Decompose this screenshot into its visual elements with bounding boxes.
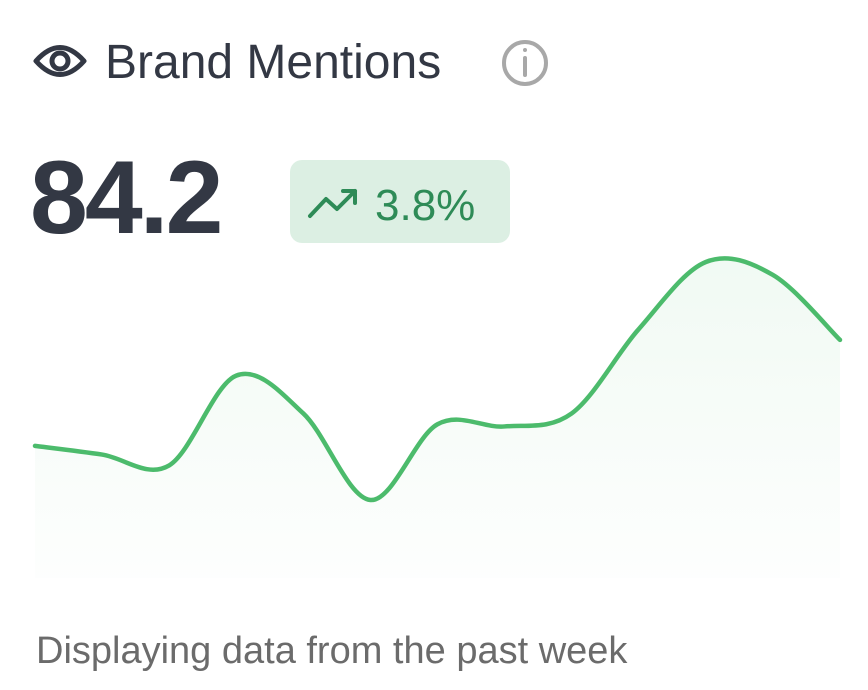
sparkline [32,256,843,578]
sparkline-line [32,256,843,503]
change-badge [290,160,510,243]
info-icon[interactable] [502,40,548,86]
eye-icon [33,45,87,77]
trend-up-icon [308,189,357,218]
change-value: 3.8% [375,181,475,230]
card-title: Brand Mentions [105,36,441,89]
sparkline-area [35,258,840,578]
metric-value: 84.2 [30,140,220,256]
footer-note: Displaying data from the past week [36,630,628,672]
